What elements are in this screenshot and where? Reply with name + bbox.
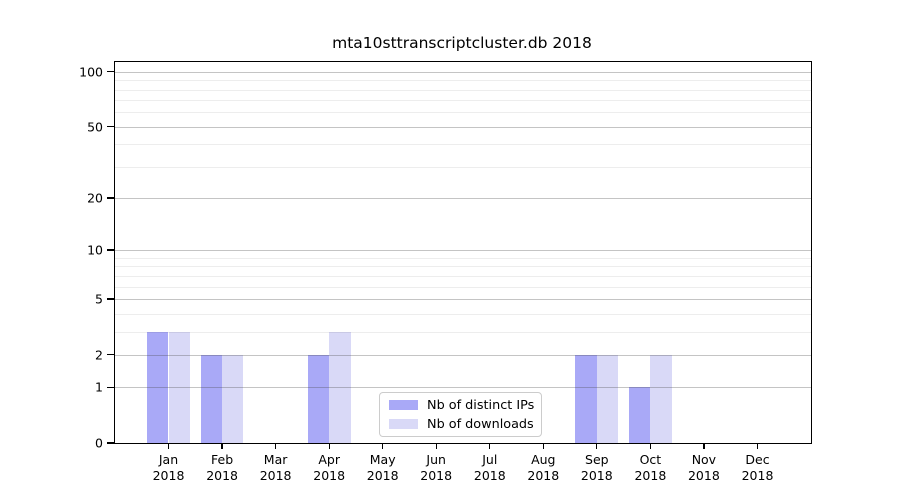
y-tick-label: 20 <box>87 190 103 206</box>
minor-gridline <box>115 266 811 268</box>
bar-downloads-sep <box>596 354 619 443</box>
minor-gridline <box>115 257 811 259</box>
legend-item-distinct-ips: Nb of distinct IPs <box>389 398 541 413</box>
legend: Nb of distinct IPs Nb of downloads <box>379 392 542 437</box>
x-tick-mark <box>435 443 437 449</box>
y-tick-mark <box>106 197 114 199</box>
x-tick-label: Mar 2018 <box>259 452 292 484</box>
x-tick-mark <box>489 443 491 449</box>
bar-downloads-feb <box>222 354 244 443</box>
y-tick-label: 2 <box>95 347 103 363</box>
minor-gridline <box>115 275 811 277</box>
major-gridline <box>115 354 811 356</box>
x-tick-mark <box>542 443 544 449</box>
legend-swatch-downloads-icon <box>389 419 418 429</box>
x-tick-mark <box>167 443 170 449</box>
minor-gridline <box>115 313 811 315</box>
x-tick-label: Dec 2018 <box>741 452 774 484</box>
major-gridline <box>115 387 811 389</box>
x-tick-mark <box>649 443 652 449</box>
x-tick-mark <box>274 443 277 449</box>
x-tick-label: May 2018 <box>366 452 399 484</box>
y-tick-mark <box>106 249 114 251</box>
bar-downloads-jan <box>168 331 190 443</box>
minor-gridline <box>115 144 811 146</box>
x-tick-mark <box>328 443 330 449</box>
x-tick-label: Aug 2018 <box>527 452 560 484</box>
x-tick-label: Oct 2018 <box>634 452 667 484</box>
x-tick-label: Jul 2018 <box>473 452 506 484</box>
minor-gridline <box>115 80 811 82</box>
x-tick-mark <box>221 443 223 449</box>
minor-gridline <box>115 89 811 91</box>
bar-distinct-ips-jan <box>147 331 169 443</box>
y-tick-mark <box>106 386 114 388</box>
x-tick-mark <box>382 443 384 449</box>
minor-gridline <box>115 100 811 102</box>
legend-item-downloads: Nb of downloads <box>389 417 541 432</box>
bar-distinct-ips-feb <box>200 354 223 443</box>
minor-gridline <box>115 331 811 333</box>
y-tick-label: 5 <box>95 291 103 307</box>
bar-distinct-ips-sep <box>575 354 597 443</box>
chart-title: mta10sttranscriptcluster.db 2018 <box>332 34 592 52</box>
minor-gridline <box>115 112 811 114</box>
legend-swatch-distinct-ips-icon <box>389 400 418 410</box>
x-tick-label: Sep 2018 <box>580 452 613 484</box>
y-tick-label: 10 <box>87 242 103 258</box>
major-gridline <box>115 198 811 200</box>
x-tick-label: Jan 2018 <box>152 452 185 484</box>
x-tick-mark <box>596 443 598 449</box>
x-tick-label: Nov 2018 <box>687 452 720 484</box>
major-gridline <box>115 126 811 128</box>
major-gridline <box>115 298 811 300</box>
minor-gridline <box>115 166 811 168</box>
bar-distinct-ips-oct <box>629 387 651 443</box>
plot-area: Nb of distinct IPs Nb of downloads 0 1 2 5 1… <box>79 61 812 483</box>
x-tick-mark <box>703 443 705 449</box>
minor-gridline <box>115 286 811 288</box>
y-tick-mark <box>106 442 114 444</box>
x-tick-label: Apr 2018 <box>313 452 346 484</box>
y-tick-mark <box>106 71 114 73</box>
x-tick-label: Feb 2018 <box>206 452 238 484</box>
bar-downloads-apr <box>329 331 351 443</box>
y-tick-mark <box>106 298 114 300</box>
legend-label-downloads: Nb of downloads <box>427 416 534 432</box>
bar-distinct-ips-apr <box>307 354 330 443</box>
y-tick-label: 1 <box>95 379 103 395</box>
x-tick-mark <box>756 443 759 449</box>
major-gridline <box>115 71 811 73</box>
major-gridline <box>115 250 811 252</box>
y-tick-label: 50 <box>87 119 103 135</box>
legend-label-distinct-ips: Nb of distinct IPs <box>427 397 535 413</box>
y-tick-label: 0 <box>95 435 103 451</box>
y-tick-mark <box>106 126 114 128</box>
x-tick-label: Jun 2018 <box>420 452 453 484</box>
bar-downloads-oct <box>650 354 672 443</box>
y-tick-label: 100 <box>79 64 103 80</box>
y-tick-mark <box>106 353 114 356</box>
